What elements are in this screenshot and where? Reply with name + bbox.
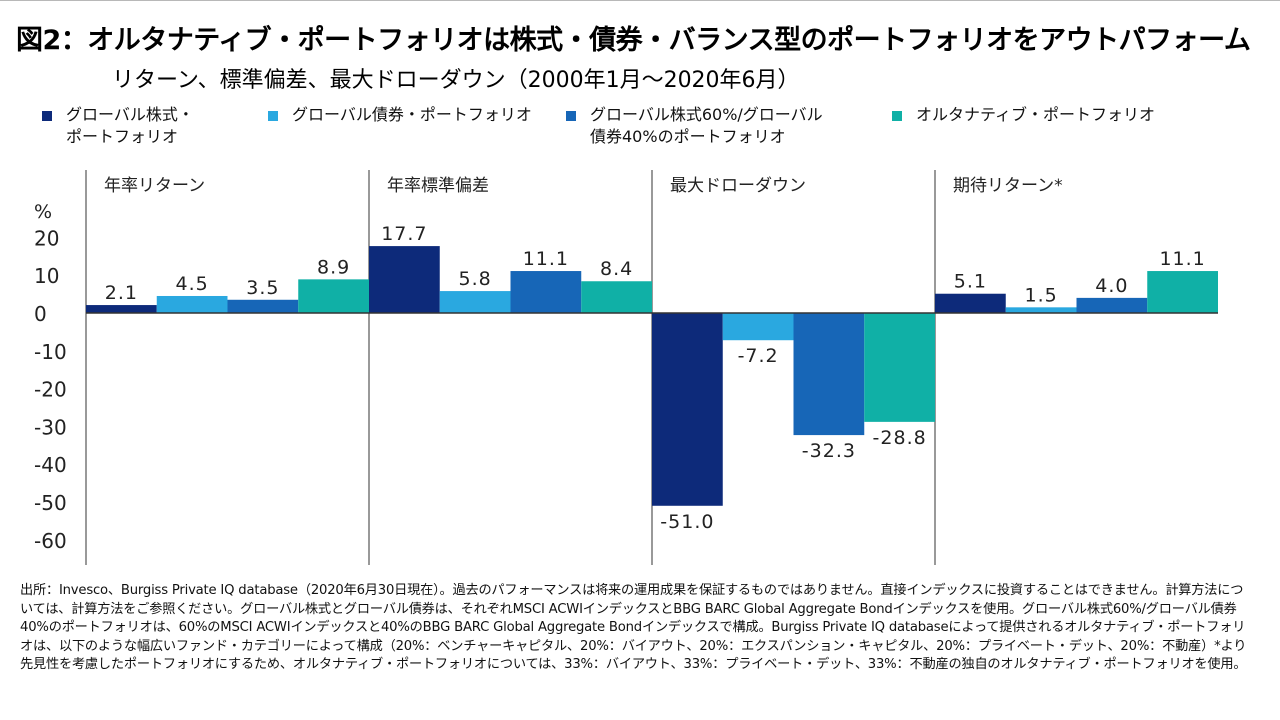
category-label-annual-return: 年率リターン: [104, 176, 205, 196]
bar-global-equity-annual-return: [86, 305, 157, 313]
chart-title: 図2：オルタナティブ・ポートフォリオは株式・債券・バランス型のポートフォリオをア…: [16, 25, 1251, 56]
legend-label-line2: ポートフォリオ: [66, 127, 179, 146]
data-label-balanced-annual-return: 3.5: [246, 277, 279, 299]
data-label-alternative-annual-stdev: 8.4: [600, 258, 633, 280]
footnote: 出所：Invesco、Burgiss Private IQ database（2…: [20, 583, 1247, 672]
y-tick-label: 10: [34, 264, 59, 288]
bar-global-equity-expected-return: [935, 293, 1006, 313]
y-axis-unit-label: %: [34, 201, 52, 223]
legend-label-line1: オルタナティブ・ポートフォリオ: [916, 105, 1156, 124]
data-label-balanced-expected-return: 4.0: [1095, 275, 1128, 297]
legend-label-line2: 債券40%のポートフォリオ: [590, 127, 786, 146]
legend-label-global-equity: グローバル株式・ ポートフォリオ: [66, 104, 194, 148]
legend-swatch-balanced: [566, 111, 576, 121]
category-label-annual-stdev: 年率標準偏差: [387, 176, 489, 196]
bar-global-bond-max-drawdown: [722, 313, 794, 341]
data-label-global-bond-annual-return: 4.5: [176, 273, 209, 295]
data-label-global-equity-expected-return: 5.1: [954, 271, 987, 293]
bar-global-bond-annual-stdev: [439, 291, 511, 313]
data-label-global-bond-expected-return: 1.5: [1025, 284, 1058, 306]
legend-label-global-bond: グローバル債券・ポートフォリオ: [292, 104, 532, 126]
legend-swatch-alternative: [892, 111, 902, 121]
data-label-alternative-max-drawdown: -28.8: [873, 427, 927, 449]
data-label-global-bond-max-drawdown: -7.2: [738, 345, 779, 367]
chart-subtitle: リターン、標準偏差、最大ドローダウン（2000年1月～2020年6月）: [112, 68, 800, 93]
y-tick-label: 0: [34, 302, 47, 326]
data-label-global-equity-max-drawdown: -51.0: [660, 511, 714, 533]
data-label-balanced-max-drawdown: -32.3: [802, 440, 856, 462]
legend-swatch-global-equity: [42, 111, 52, 121]
top-rule: [0, 0, 1280, 1]
bar-alternative-annual-return: [298, 279, 369, 313]
legend-label-line1: グローバル株式・: [66, 105, 194, 124]
y-tick-label: -60: [34, 529, 67, 553]
bar-balanced-max-drawdown: [793, 313, 865, 436]
bar-chart: % 20 10 0 -10 -20 -30 -40 -50 -60 年率リターン 年率標準偏差 最大ドロ…: [34, 170, 1218, 565]
bar-alternative-expected-return: [1147, 271, 1218, 313]
data-label-alternative-expected-return: 11.1: [1159, 248, 1205, 270]
y-tick-label: 20: [34, 226, 59, 250]
data-label-global-bond-annual-stdev: 5.8: [459, 268, 492, 290]
legend-label-line1: グローバル株式60%/グローバル: [590, 105, 823, 124]
bar-balanced-annual-return: [227, 299, 299, 313]
y-tick-label: -10: [34, 340, 67, 364]
category-label-expected-return: 期待リターン*: [953, 176, 1063, 196]
category-label-max-drawdown: 最大ドローダウン: [670, 176, 806, 196]
bar-alternative-annual-stdev: [581, 281, 652, 313]
legend-swatch-global-bond: [268, 111, 278, 121]
bar-balanced-annual-stdev: [510, 271, 582, 313]
bar-balanced-expected-return: [1076, 297, 1148, 313]
bar-alternative-max-drawdown: [864, 313, 935, 422]
y-tick-label: -20: [34, 378, 67, 402]
legend-label-line1: グローバル債券・ポートフォリオ: [292, 105, 532, 124]
bar-global-equity-annual-stdev: [369, 246, 440, 313]
data-label-global-equity-annual-return: 2.1: [105, 282, 138, 304]
y-tick-label: -40: [34, 453, 67, 477]
y-tick-label: -30: [34, 415, 67, 439]
data-label-global-equity-annual-stdev: 17.7: [381, 223, 427, 245]
data-label-balanced-annual-stdev: 11.1: [523, 248, 569, 270]
legend-label-alternative: オルタナティブ・ポートフォリオ: [916, 104, 1155, 126]
legend-label-balanced: グローバル株式60%/グローバル 債券40%のポートフォリオ: [590, 104, 823, 148]
data-label-alternative-annual-return: 8.9: [317, 256, 350, 278]
y-tick-label: -50: [34, 491, 67, 515]
bar-global-bond-annual-return: [156, 295, 228, 313]
bar-global-bond-expected-return: [1005, 307, 1077, 313]
bar-global-equity-max-drawdown: [652, 313, 723, 506]
